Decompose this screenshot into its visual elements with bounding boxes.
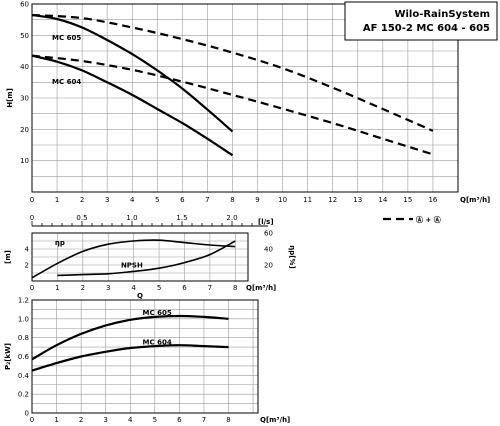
x-tick-label: 15 [403,196,412,204]
x-tick-label: 1 [54,416,58,424]
ls-axis-label: [l/s] [258,218,274,226]
npsh-curve [57,240,236,277]
x-tick-label: 6 [177,416,182,424]
ls-tick-label: 1.0 [126,214,137,222]
efficiency-npsh-chart: 0 1 2 3 4 5 6 7 8 2 4 20 40 60 Q[m³/h] Q [m] ηp[%] ηp NPSH [4,230,296,301]
legend-text: Ⓐ + Ⓐ [416,215,441,224]
x-tick-label: 10 [278,196,287,204]
y-tick-label: 40 [20,63,29,71]
x-tick-label: 1 [55,196,59,204]
plot-frame [31,3,459,193]
label-eta: ηp [55,239,65,247]
y-left-axis-label: [m] [4,250,12,264]
label-npsh: NPSH [121,261,143,269]
power-curve-mc-605 [31,314,229,361]
x-tick-label: 6 [182,284,187,292]
head-chart: 0 1 2 3 4 5 6 7 8 9 10 11 12 13 14 15 16102030405060Q[m³… [6,1,490,205]
y-right-tick-label: 40 [264,246,273,254]
x-tick-label: 8 [230,196,234,204]
y-tick-label: 20 [20,126,29,134]
y-left-tick-label: 2 [25,262,29,270]
x-tick-label: 13 [353,196,362,204]
efficiency-curve [31,239,236,279]
head-curve-mc-605 [31,13,234,133]
x-tick-label: 0 [30,196,34,204]
y-tick-label: 0.2 [18,391,29,399]
x-tick-label: 2 [80,196,84,204]
x-tick-label: 5 [153,416,157,424]
x-axis-label: Q[m³/h] [260,416,290,424]
x-tick-label: 11 [303,196,312,204]
y-tick-label: 10 [20,157,29,165]
q-label: Q [137,292,143,300]
ls-tick-label: 2.0 [226,214,237,222]
x-tick-label: 0 [30,416,34,424]
x-tick-label: 2 [79,416,83,424]
y-tick-label: 0.8 [18,334,29,342]
power-curve-mc-604 [31,344,229,372]
y-right-axis-label: ηp[%] [288,245,296,268]
x-tick-label: 1 [55,284,59,292]
title-box: Wilo-RainSystem AF 150-2 MC 604 - 605 [344,1,498,41]
x-tick-label: 4 [128,416,133,424]
x-tick-label: 12 [328,196,337,204]
dashed-curve [31,54,434,156]
plot-frame [31,299,259,414]
label-mc604: MC 604 [143,338,172,346]
ls-tick-label: 0.5 [76,214,87,222]
x-tick-label: 6 [180,196,185,204]
x-tick-label: 8 [233,284,237,292]
dashed-curve [31,13,434,132]
x-tick-label: 16 [428,196,437,204]
x-axis-label: Q[m³/h] [246,284,276,292]
x-tick-label: 5 [157,284,161,292]
x-tick-label: 4 [130,196,135,204]
y-tick-label: 0 [25,410,29,418]
power-chart: 0 1 2 3 4 5 6 7 8 0 0.2 0.4 0.6 0.8 1.0 1.2 Q[m³/h] P₂[kW… [4,297,290,425]
y-tick-label: 1.2 [18,297,29,305]
x-tick-label: 14 [378,196,387,204]
y-axis-label: H[m] [6,88,14,108]
x-tick-label: 7 [208,284,212,292]
y-axis-label: P₂[kW] [4,343,12,370]
x-tick-label: 4 [131,284,136,292]
x-tick-label: 8 [226,416,230,424]
x-tick-label: 2 [81,284,85,292]
y-right-tick-label: 20 [264,262,273,270]
label-mc605: MC 605 [143,309,172,317]
x-tick-label: 0 [30,284,34,292]
label-mc604: MC 604 [52,78,81,86]
ls-tick-label: 1.5 [176,214,187,222]
title-line-1: Wilo-RainSystem [394,9,490,20]
y-tick-label: 0.4 [18,372,30,380]
x-tick-label: 9 [255,196,259,204]
plot-frame [31,232,249,282]
x-axis-label: Q[m³/h] [460,196,490,204]
x-tick-label: 5 [155,196,159,204]
y-tick-label: 0.6 [18,353,30,361]
x-tick-label: 3 [105,196,109,204]
head-curve-mc-604 [31,54,234,157]
x-tick-label: 7 [205,196,209,204]
x-tick-label: 3 [106,284,110,292]
y-tick-label: 50 [20,32,29,40]
ls-axis: 0 0.5 1.0 1.5 2.0 [l/s] [30,214,274,227]
y-right-tick-label: 60 [264,230,273,238]
label-mc605: MC 605 [52,34,81,42]
title-line-2: AF 150-2 MC 604 - 605 [363,23,490,34]
y-tick-label: 1.0 [18,315,29,323]
title-box-frame [344,1,498,41]
y-left-tick-label: 4 [25,246,30,254]
y-tick-label: 60 [20,1,29,9]
x-tick-label: 3 [103,416,107,424]
y-tick-label: 30 [20,95,29,103]
legend: Ⓐ + Ⓐ [383,215,441,224]
ls-tick-label: 0 [30,214,34,222]
x-tick-label: 7 [202,416,206,424]
